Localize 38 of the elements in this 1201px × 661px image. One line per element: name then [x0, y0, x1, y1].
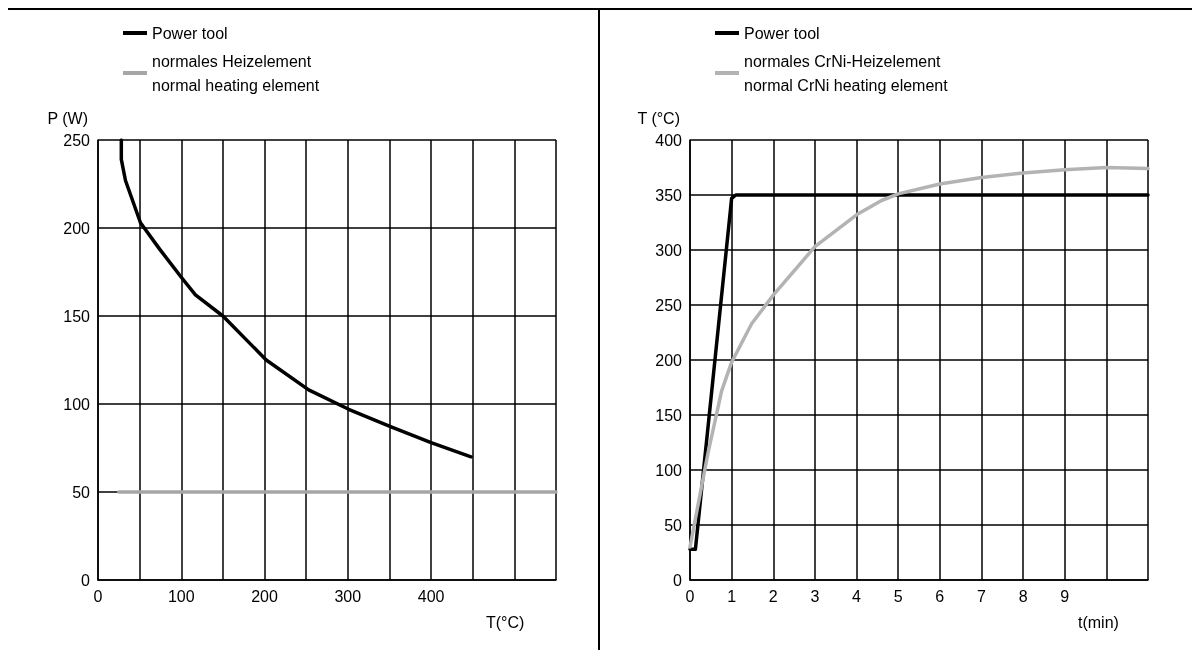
x-tick-label: 0 [93, 587, 103, 605]
y-tick-label: 200 [63, 219, 91, 237]
x-tick-label: 4 [852, 587, 862, 605]
y-tick-label: 0 [673, 571, 683, 589]
y-tick-label: 350 [655, 186, 683, 204]
y-tick-label: 250 [63, 131, 91, 149]
y-axis-title: T (°C) [637, 109, 680, 127]
y-tick-label: 300 [655, 241, 683, 259]
x-tick-label: 100 [167, 587, 195, 605]
x-tick-label: 3 [810, 587, 820, 605]
x-tick-label: 300 [334, 587, 362, 605]
y-tick-label: 150 [655, 406, 683, 424]
x-tick-label: 9 [1060, 587, 1070, 605]
legend-label: Power tool [152, 24, 228, 42]
x-axis-title: t(min) [1078, 613, 1119, 631]
x-tick-label: 0 [685, 587, 695, 605]
x-tick-label: 2 [768, 587, 778, 605]
y-tick-label: 50 [664, 516, 683, 534]
x-tick-label: 6 [935, 587, 945, 605]
y-tick-label: 250 [655, 296, 683, 314]
x-axis-title: T(°C) [486, 613, 525, 631]
x-tick-label: 8 [1018, 587, 1028, 605]
y-tick-label: 100 [63, 395, 91, 413]
y-tick-label: 150 [63, 307, 91, 325]
y-axis-title: P (W) [47, 109, 88, 127]
x-tick-label: 400 [417, 587, 445, 605]
x-tick-label: 1 [727, 587, 737, 605]
legend-label: normales CrNi-Heizelement normal CrNi heating element [744, 52, 949, 94]
y-tick-label: 400 [655, 131, 683, 149]
y-tick-label: 0 [81, 571, 91, 589]
x-tick-label: 200 [251, 587, 278, 605]
legend-label: normales Heizelement normal heating element [152, 52, 320, 94]
y-tick-label: 50 [72, 483, 91, 501]
x-tick-label: 7 [977, 587, 986, 605]
y-tick-label: 200 [655, 351, 683, 369]
legend-label: Power tool [744, 24, 820, 42]
x-tick-label: 5 [893, 587, 903, 605]
y-tick-label: 100 [655, 461, 683, 479]
